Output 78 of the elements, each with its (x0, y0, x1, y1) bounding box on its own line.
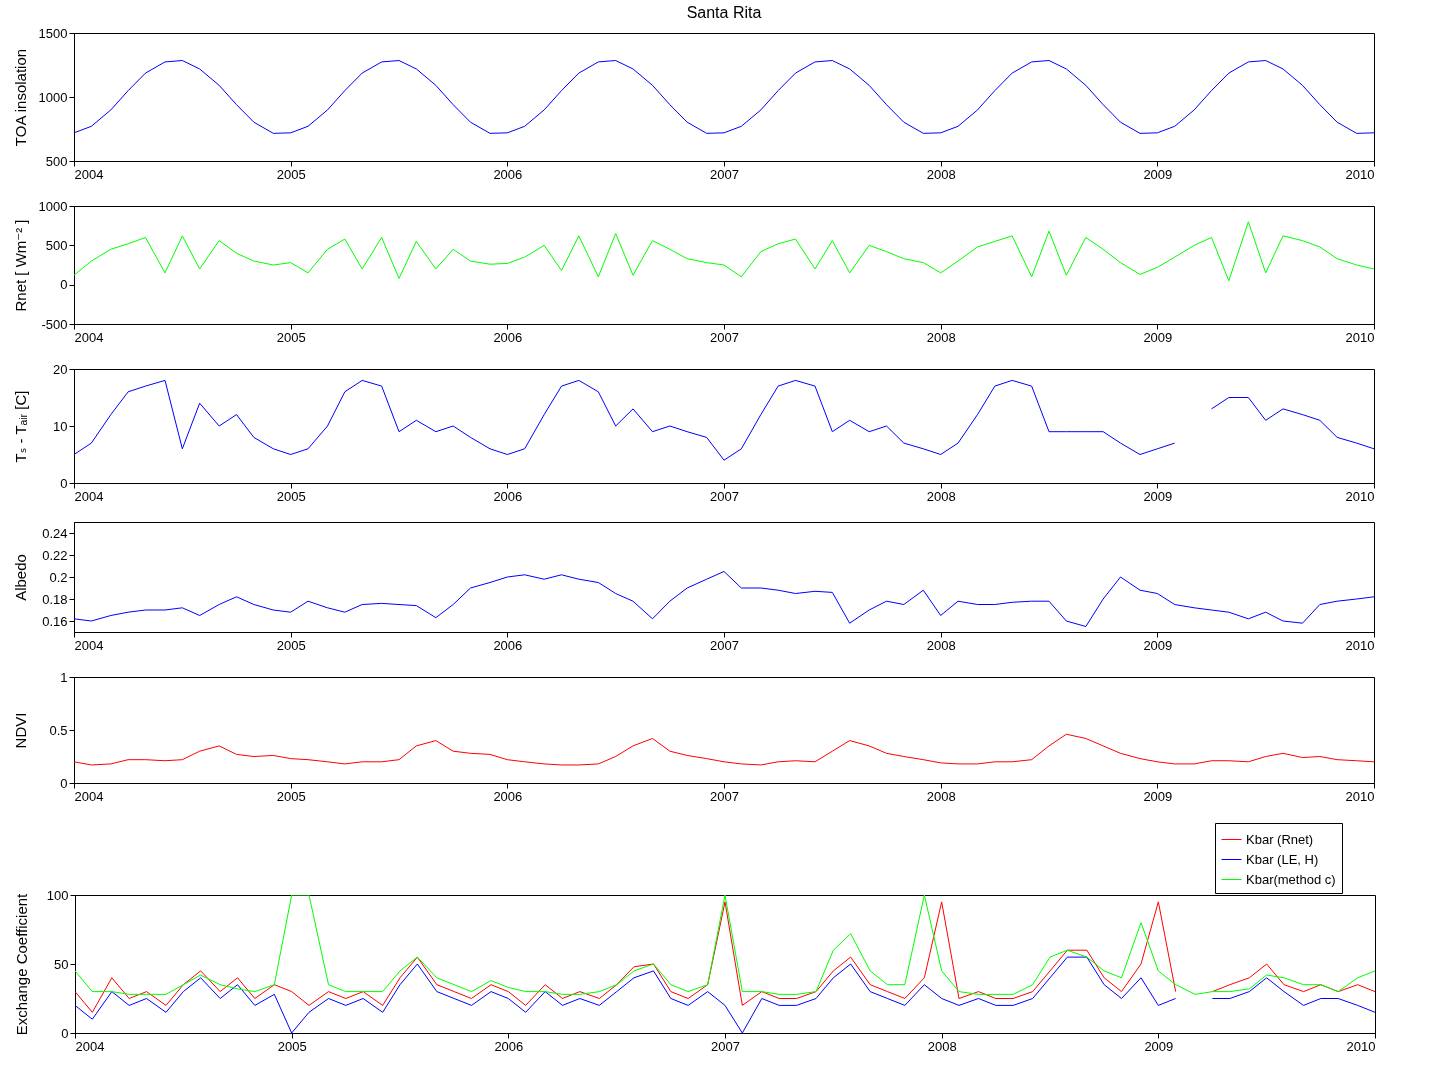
y-axis-title: Rnet [ Wm⁻² ] (11, 219, 29, 312)
x-tick-label: 2009 (1143, 166, 1173, 182)
x-tick-label: 2004 (74, 637, 104, 653)
y-axis-title: TOA insolation (11, 48, 29, 147)
y-tick-label: 0.2 (49, 569, 68, 585)
x-tick-label: 2005 (276, 788, 306, 804)
x-tick-label: 2004 (74, 488, 104, 504)
line-series (74, 60, 1374, 134)
x-tick-label: 2004 (74, 329, 104, 345)
y-axis-title: Exchange Coefficient (12, 892, 30, 1036)
x-tick-label: 2008 (926, 329, 956, 345)
y-tick-label: 1500 (38, 25, 68, 41)
x-tick-label: 2005 (276, 166, 306, 182)
line-series (75, 895, 1375, 995)
y-tick-label: 1 (60, 669, 68, 685)
y-tick-label: -500 (41, 316, 68, 332)
x-tick-label: 2006 (493, 637, 523, 653)
x-tick-label: 2005 (277, 1038, 307, 1054)
chart-title: Santa Rita (686, 4, 762, 21)
x-tick-label: 2009 (1143, 488, 1173, 504)
x-tick-label: 2007 (710, 788, 739, 804)
x-tick-label: 2009 (1143, 637, 1173, 653)
x-tick-label: 2007 (710, 166, 739, 182)
y-axis-title: Albedo (11, 554, 29, 601)
x-tick-label: 2009 (1143, 788, 1173, 804)
y-tick-label: 0.24 (42, 525, 68, 541)
y-tick-label: 0.18 (42, 591, 68, 607)
y-tick-label: 10 (53, 418, 68, 434)
y-axis-title: NDVI (11, 712, 29, 749)
line-series (74, 733, 1374, 766)
x-tick-label: 2004 (74, 166, 104, 182)
x-tick-label: 2006 (493, 329, 523, 345)
x-tick-label: 2007 (710, 488, 739, 504)
x-tick-label: 2010 (1345, 637, 1375, 653)
x-tick-label: 2004 (74, 788, 104, 804)
x-tick-label: 2009 (1144, 1038, 1174, 1054)
x-tick-label: 2009 (1143, 329, 1173, 345)
line-series (74, 571, 1374, 627)
x-tick-label: 2008 (926, 488, 956, 504)
y-tick-label: 100 (46, 887, 69, 903)
x-tick-label: 2010 (1345, 166, 1375, 182)
y-tick-label: 1000 (38, 89, 68, 105)
y-tick-label: 20 (53, 361, 68, 377)
y-tick-label: 1000 (38, 198, 68, 214)
x-tick-label: 2005 (276, 488, 306, 504)
y-axis-title: Tₛ - Tₐᵢᵣ [C] (11, 390, 29, 463)
y-tick-label: 0.22 (42, 547, 68, 563)
x-tick-label: 2007 (710, 637, 739, 653)
y-tick-label: 50 (54, 956, 69, 972)
x-tick-label: 2005 (276, 329, 306, 345)
y-tick-label: 0 (60, 775, 68, 791)
x-tick-label: 2008 (927, 1038, 957, 1054)
x-tick-label: 2005 (276, 637, 306, 653)
y-tick-label: 500 (45, 153, 68, 169)
legend-label: Kbar (LE, H) (1246, 851, 1319, 867)
x-tick-label: 2008 (926, 166, 956, 182)
x-tick-label: 2004 (75, 1038, 105, 1054)
y-tick-label: 0 (60, 277, 68, 293)
x-tick-label: 2007 (710, 329, 739, 345)
x-tick-label: 2008 (926, 637, 956, 653)
x-tick-label: 2007 (711, 1038, 740, 1054)
x-tick-label: 2010 (1345, 329, 1375, 345)
x-tick-label: 2010 (1345, 488, 1375, 504)
y-tick-label: 500 (45, 237, 68, 253)
y-tick-label: 0 (60, 475, 68, 491)
legend-label: Kbar(method c) (1246, 871, 1336, 887)
y-tick-label: 0.16 (42, 613, 68, 629)
x-tick-label: 2006 (494, 1038, 524, 1054)
x-tick-label: 2010 (1346, 1038, 1376, 1054)
x-tick-label: 2006 (493, 166, 523, 182)
x-tick-label: 2006 (493, 788, 523, 804)
x-tick-label: 2008 (926, 788, 956, 804)
y-tick-label: 0.5 (49, 722, 68, 738)
x-tick-label: 2010 (1345, 788, 1375, 804)
legend-label: Kbar (Rnet) (1246, 831, 1314, 847)
line-series (74, 221, 1374, 282)
x-tick-label: 2006 (493, 488, 523, 504)
y-tick-label: 0 (61, 1025, 69, 1041)
